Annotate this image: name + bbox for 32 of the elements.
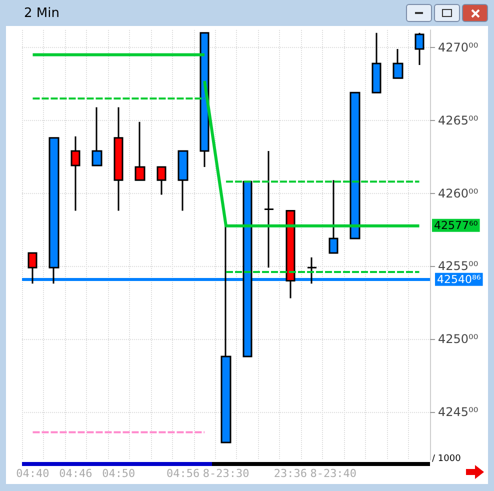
y-tick-label: 4270⁰⁰ xyxy=(438,40,478,54)
candlestick xyxy=(70,136,80,212)
x-tick-label: 04:56 xyxy=(166,467,200,480)
candlestick xyxy=(264,150,274,268)
candlestick xyxy=(156,166,166,196)
candlestick xyxy=(28,252,38,284)
y-tick-label: 4260⁰⁰ xyxy=(438,186,478,200)
x-tick-label: 23:36 xyxy=(274,467,307,480)
candlestick xyxy=(92,106,102,166)
x-tick-label: 8-23:30 xyxy=(202,467,250,480)
x-tick-label: 04:46 xyxy=(59,467,92,480)
text: / 1000 xyxy=(432,454,461,464)
candlestick xyxy=(350,92,360,240)
y-tick-label: 4250⁰⁰ xyxy=(438,332,478,346)
y-tick-label: 4255⁰⁰ xyxy=(438,259,478,274)
candlestick xyxy=(306,256,318,284)
x-tick-label: 04:50 xyxy=(102,467,136,480)
x-tick-label: 8-23:40 xyxy=(310,467,357,480)
candlestick xyxy=(392,48,404,79)
candlestick xyxy=(414,32,424,66)
x-tick-label: 04:40 xyxy=(16,467,50,480)
candlestick xyxy=(372,32,382,94)
y-tick-label: 4245⁰⁰ xyxy=(438,404,478,419)
y-tick-label: 4265⁰⁰ xyxy=(438,113,478,128)
ref-line-label: 42540⁸⁶ xyxy=(437,272,482,286)
candlestick xyxy=(286,210,296,299)
candlestick xyxy=(134,121,146,181)
series-label: 42577⁶⁰ xyxy=(434,218,478,232)
candlestick xyxy=(178,150,188,212)
candlestick xyxy=(114,106,124,212)
candlestick xyxy=(328,179,338,254)
chart-title: 2 Min xyxy=(24,6,60,21)
